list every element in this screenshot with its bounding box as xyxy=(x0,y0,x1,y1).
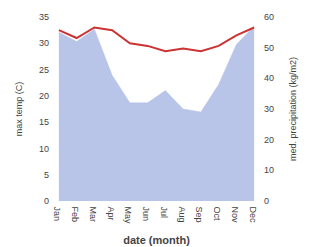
svg-text:Apr: Apr xyxy=(106,207,116,221)
svg-text:Oct: Oct xyxy=(212,207,222,222)
svg-text:5: 5 xyxy=(44,170,49,180)
svg-text:Dec: Dec xyxy=(248,207,258,224)
svg-text:0: 0 xyxy=(44,196,49,206)
svg-text:20: 20 xyxy=(264,135,274,145)
svg-text:date (month): date (month) xyxy=(123,234,190,246)
svg-text:May: May xyxy=(123,207,133,225)
svg-text:40: 40 xyxy=(264,73,274,83)
svg-text:max temp (C): max temp (C) xyxy=(14,82,24,137)
svg-text:15: 15 xyxy=(39,117,49,127)
svg-text:50: 50 xyxy=(264,43,274,53)
svg-text:Mar: Mar xyxy=(88,207,98,223)
svg-text:med. precipitation (kg/m2): med. precipitation (kg/m2) xyxy=(288,57,298,161)
svg-text:Nov: Nov xyxy=(230,207,240,224)
svg-text:25: 25 xyxy=(39,65,49,75)
svg-text:30: 30 xyxy=(264,104,274,114)
svg-text:Feb: Feb xyxy=(70,207,80,223)
svg-text:10: 10 xyxy=(264,165,274,175)
svg-text:30: 30 xyxy=(39,38,49,48)
svg-text:Jul: Jul xyxy=(159,207,169,219)
svg-text:20: 20 xyxy=(39,91,49,101)
svg-text:Sep: Sep xyxy=(194,207,204,223)
svg-text:60: 60 xyxy=(264,12,274,22)
svg-text:10: 10 xyxy=(39,144,49,154)
svg-text:Jun: Jun xyxy=(141,207,151,222)
svg-text:Aug: Aug xyxy=(177,207,187,223)
svg-text:35: 35 xyxy=(39,12,49,22)
svg-text:0: 0 xyxy=(264,196,269,206)
svg-text:Jan: Jan xyxy=(52,207,62,222)
